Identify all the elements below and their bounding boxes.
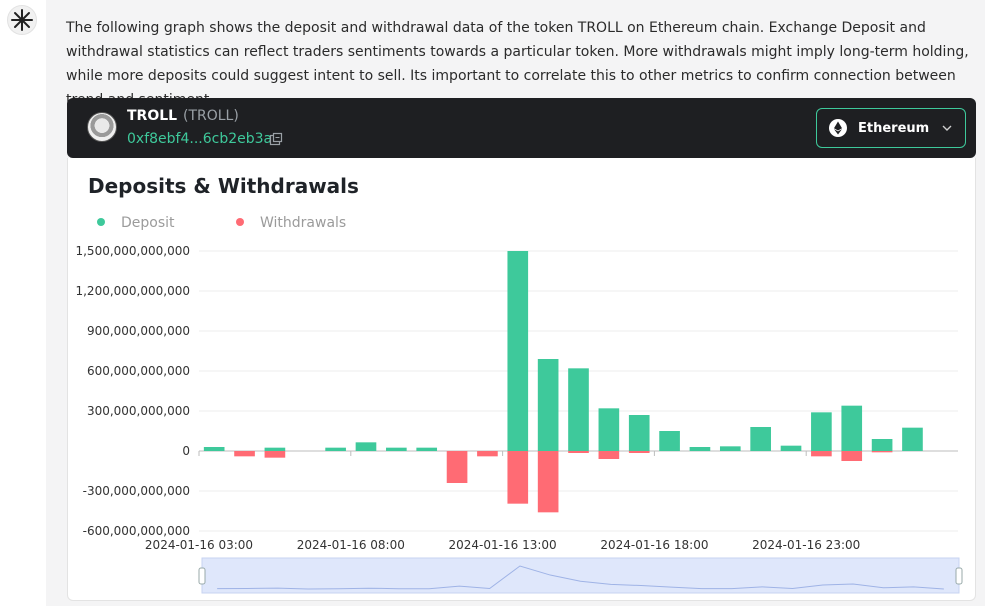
x-tick-label: 2024-01-16 18:00 — [600, 538, 708, 552]
bar-deposit — [841, 405, 863, 451]
token-symbol: (TROLL) — [183, 108, 239, 124]
x-tick-label: 2024-01-16 03:00 — [145, 538, 253, 552]
bar-withdrawal — [811, 451, 832, 457]
legend-dot-withdrawals — [236, 218, 244, 226]
bar-withdrawal — [628, 451, 650, 453]
y-tick-label: 0 — [182, 444, 190, 458]
zoom-handle-right[interactable] — [955, 567, 963, 585]
x-tick-label: 2024-01-16 08:00 — [297, 538, 405, 552]
bar-withdrawal — [234, 451, 255, 457]
bar-deposit — [689, 447, 711, 451]
bar-deposit — [203, 447, 225, 451]
bar-withdrawal — [598, 451, 620, 459]
y-tick-label: 900,000,000,000 — [87, 324, 190, 338]
bar-withdrawal — [871, 451, 893, 453]
bar-deposit — [355, 442, 377, 451]
legend-item-withdrawals[interactable]: Withdrawals — [236, 215, 346, 231]
chain-selector[interactable]: Ethereum — [816, 108, 966, 148]
y-tick-label: 1,500,000,000,000 — [75, 244, 190, 258]
chevron-down-icon — [942, 125, 952, 131]
bar-deposit — [598, 408, 620, 451]
bar-withdrawal — [568, 451, 589, 453]
zoom-slider-preview[interactable] — [217, 565, 944, 590]
bar-deposit — [537, 359, 559, 451]
bar-deposit — [568, 368, 589, 451]
bar-withdrawal — [537, 451, 559, 513]
bar-deposit — [719, 446, 741, 451]
chart-card: Deposits & Withdrawals Deposit Withdrawa… — [67, 158, 976, 601]
token-logo-icon — [87, 112, 117, 142]
bar-withdrawal — [446, 451, 468, 483]
x-tick-label: 2024-01-16 23:00 — [752, 538, 860, 552]
legend-item-deposit[interactable]: Deposit — [97, 215, 175, 231]
chart-title: Deposits & Withdrawals — [88, 174, 359, 198]
y-tick-label: 600,000,000,000 — [87, 364, 190, 378]
x-tick-label: 2024-01-16 13:00 — [449, 538, 557, 552]
token-address[interactable]: 0xf8ebf4...6cb2eb3a — [127, 131, 273, 147]
bar-deposit — [416, 447, 438, 451]
bar-deposit — [902, 427, 923, 451]
y-tick-label: 1,200,000,000,000 — [75, 284, 190, 298]
bar-deposit — [264, 447, 286, 451]
bot-avatar — [7, 5, 37, 35]
y-tick-label: -600,000,000,000 — [83, 524, 190, 538]
legend-dot-deposit — [97, 218, 105, 226]
chain-selector-label: Ethereum — [858, 121, 930, 136]
bar-deposit — [811, 412, 832, 451]
bot-avatar-icon — [11, 9, 33, 31]
bar-deposit — [780, 445, 802, 451]
bar-deposit — [325, 447, 346, 451]
bar-deposit — [507, 251, 529, 451]
bar-deposit — [871, 439, 893, 451]
y-tick-label: -300,000,000,000 — [83, 484, 190, 498]
legend-label-withdrawals: Withdrawals — [260, 215, 347, 231]
zoom-handle-left[interactable] — [198, 567, 206, 585]
bar-withdrawal — [477, 451, 498, 457]
bar-deposit — [386, 447, 407, 451]
chart-plot: 1,500,000,000,000 1,200,000,000,000 900,00… — [75, 244, 963, 594]
bar-withdrawal — [841, 451, 863, 461]
bar-deposit — [628, 415, 650, 451]
ethereum-icon — [829, 119, 847, 137]
zoom-slider-track[interactable] — [201, 557, 960, 594]
token-name: TROLL — [127, 108, 178, 124]
y-tick-label: 300,000,000,000 — [87, 404, 190, 418]
bar-withdrawal — [507, 451, 529, 504]
token-header: TROLL (TROLL) 0xf8ebf4...6cb2eb3a Ethere… — [67, 98, 976, 158]
copy-icon[interactable] — [269, 132, 283, 146]
bar-withdrawal — [264, 451, 286, 458]
bar-deposit — [659, 431, 680, 451]
bar-deposit — [750, 427, 771, 451]
legend-label-deposit: Deposit — [121, 215, 175, 231]
